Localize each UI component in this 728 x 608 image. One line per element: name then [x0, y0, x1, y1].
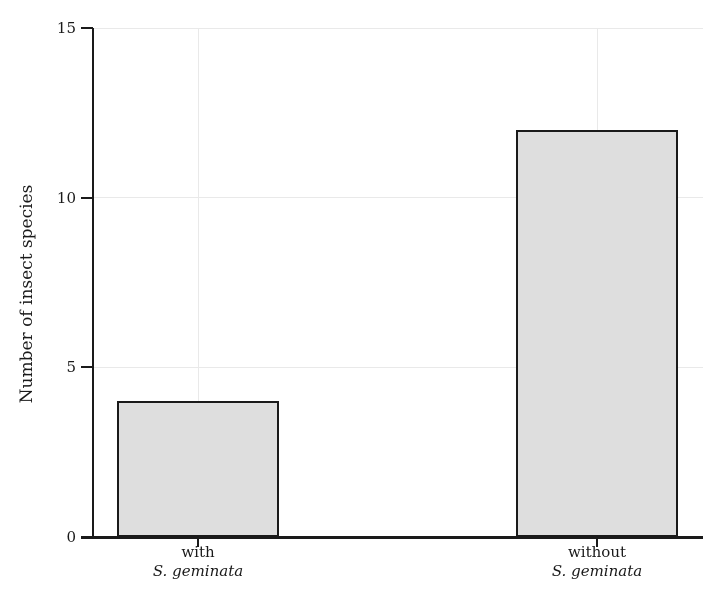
x-tick-mark — [596, 538, 598, 547]
gridline-horizontal — [93, 27, 703, 29]
y-axis-line — [92, 28, 94, 539]
gridline-horizontal — [93, 366, 703, 368]
y-tick-mark — [81, 27, 93, 29]
gridline-horizontal — [93, 197, 703, 199]
x-category-label: with S. geminata — [88, 543, 308, 581]
x-category-label: without S. geminata — [487, 543, 707, 581]
y-tick-label: 10 — [56, 188, 76, 207]
y-tick-label: 5 — [66, 358, 76, 377]
gridline-vertical — [197, 28, 199, 537]
bar — [516, 129, 678, 537]
x-tick-mark — [197, 538, 199, 547]
y-tick-label: 15 — [56, 19, 76, 37]
x-category-label-line1: without — [567, 543, 627, 561]
y-tick-label: 0 — [66, 528, 76, 546]
bar — [117, 401, 279, 537]
y-tick-mark — [81, 536, 93, 538]
x-category-label-species: S. geminata — [551, 562, 643, 580]
x-category-label-line1: with — [181, 543, 215, 561]
x-category-label-species: S. geminata — [152, 562, 244, 580]
x-axis-line — [81, 536, 703, 539]
y-tick-mark — [81, 196, 93, 199]
y-tick-mark — [81, 366, 93, 369]
